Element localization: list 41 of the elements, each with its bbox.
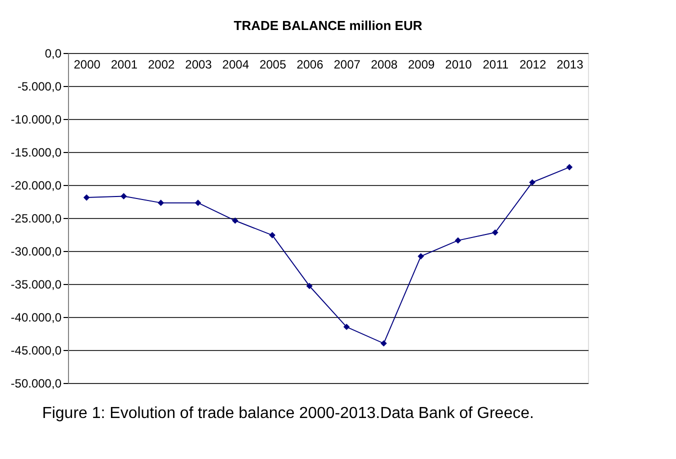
x-tick-label: 2011 — [482, 58, 509, 72]
x-tick-label: 2009 — [408, 58, 436, 72]
y-tick-label: -30.000,0 — [10, 244, 62, 258]
x-tick-label: 2003 — [185, 58, 212, 72]
point — [232, 217, 238, 224]
x-tick-label: 2010 — [445, 58, 472, 72]
chart-title: TRADE BALANCE million EUR — [234, 18, 423, 33]
x-tick-label: 2004 — [222, 58, 250, 72]
y-tick-label: -15.000,0 — [10, 146, 62, 160]
x-tick-label: 2008 — [370, 58, 398, 72]
y-tick-label: -25.000,0 — [10, 212, 62, 226]
point — [306, 282, 313, 290]
point — [343, 324, 350, 330]
x-tick-label: 2006 — [296, 58, 324, 72]
point — [492, 229, 498, 236]
caption: Figure 1: Evolution of trade balance 2000-2013.Data Bank of Greece. — [42, 405, 534, 422]
x-tick-label: 2005 — [259, 58, 286, 72]
y-tick-label: -5.000,0 — [17, 80, 62, 94]
x-tick-label: 2012 — [519, 58, 546, 72]
point — [529, 179, 536, 186]
x-tick-label: 2000 — [74, 58, 101, 72]
y-tick-label: -40.000,0 — [10, 310, 62, 324]
y-tick-label: -35.000,0 — [10, 278, 62, 292]
x-tick-label: 2013 — [556, 58, 584, 72]
point — [269, 232, 276, 238]
y-tick-label: -20.000,0 — [10, 178, 62, 192]
y-tick-label: -50.000,0 — [10, 376, 62, 390]
point — [454, 237, 462, 244]
y-tick-label: -10.000,0 — [10, 112, 62, 126]
y-tick-label: -45.000,0 — [10, 344, 62, 358]
x-tick-label: 2001 — [110, 58, 138, 72]
y-tick-label: 0,0 — [44, 46, 62, 60]
point — [418, 253, 424, 260]
point — [120, 193, 127, 200]
point — [566, 164, 573, 170]
x-tick-label: 2007 — [334, 58, 361, 72]
point — [158, 200, 164, 206]
point — [380, 340, 387, 347]
x-tick-label: 2002 — [148, 58, 176, 72]
point — [83, 194, 90, 201]
point — [194, 200, 202, 206]
